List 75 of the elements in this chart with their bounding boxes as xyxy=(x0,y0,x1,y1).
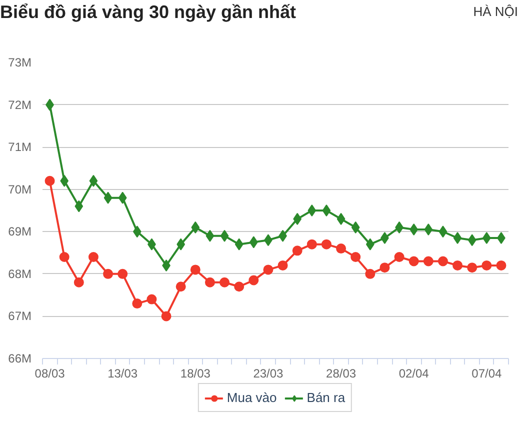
point xyxy=(394,252,404,262)
x-tick-label: 28/03 xyxy=(326,366,356,380)
point xyxy=(103,268,114,279)
point xyxy=(292,246,302,256)
point xyxy=(74,200,84,212)
point xyxy=(496,260,506,270)
legend-label: Bán ra xyxy=(306,390,346,405)
point xyxy=(438,256,448,266)
y-tick-label: 68M xyxy=(8,266,32,281)
point xyxy=(191,221,200,234)
point xyxy=(453,232,462,244)
y-tick-label: 69M xyxy=(8,224,32,239)
y-tick-label: 73M xyxy=(8,56,32,70)
point xyxy=(438,226,448,238)
point xyxy=(423,256,434,266)
point xyxy=(351,221,360,234)
point xyxy=(308,204,316,216)
x-tick-label: 02/04 xyxy=(398,366,430,380)
point xyxy=(132,298,142,309)
point xyxy=(306,239,317,250)
point xyxy=(482,260,492,270)
point xyxy=(44,176,55,186)
point xyxy=(234,238,244,250)
x-tick-label: 18/03 xyxy=(180,366,211,380)
point xyxy=(322,204,331,216)
point xyxy=(118,192,127,204)
point xyxy=(248,275,259,286)
point xyxy=(89,174,98,187)
point xyxy=(278,260,288,270)
point xyxy=(336,212,346,225)
x-tick-label: 07/04 xyxy=(472,366,502,380)
point xyxy=(263,264,274,275)
point xyxy=(204,277,215,288)
point xyxy=(380,262,390,273)
point xyxy=(59,252,70,262)
point xyxy=(366,238,374,250)
point xyxy=(467,262,478,273)
point xyxy=(88,252,98,262)
point xyxy=(206,230,214,242)
x-tick-label: 13/03 xyxy=(108,366,138,380)
point xyxy=(161,311,172,322)
point xyxy=(468,234,476,246)
point xyxy=(249,236,258,248)
point xyxy=(146,294,157,304)
chart-title: Biểu đồ giá vàng 30 ngày gần nhất xyxy=(0,1,296,24)
point xyxy=(60,174,69,187)
point xyxy=(293,212,302,225)
x-tick-label: 23/03 xyxy=(253,366,284,380)
point xyxy=(482,232,491,244)
chart-subtitle: HÀ NỘI xyxy=(473,3,518,21)
y-tick-label: 70M xyxy=(8,182,32,196)
point xyxy=(176,282,186,292)
point xyxy=(452,260,463,270)
x-tick-label: 08/03 xyxy=(34,366,66,380)
point xyxy=(350,252,361,262)
point xyxy=(190,264,200,275)
point xyxy=(408,256,419,266)
point xyxy=(220,277,230,288)
point xyxy=(220,230,229,242)
y-tick-label: 66M xyxy=(8,352,32,366)
point xyxy=(410,224,418,236)
point xyxy=(424,224,433,236)
point xyxy=(74,277,84,288)
point xyxy=(234,282,244,292)
point xyxy=(118,268,128,279)
point xyxy=(336,244,346,254)
y-tick-label: 71M xyxy=(8,140,32,154)
point xyxy=(132,226,142,238)
y-tick-label: 67M xyxy=(8,309,32,324)
legend-label: Mua vào xyxy=(226,390,277,405)
point xyxy=(365,268,376,279)
y-tick-label: 72M xyxy=(8,98,32,112)
point xyxy=(176,238,186,250)
point xyxy=(104,192,112,204)
point xyxy=(321,239,332,250)
